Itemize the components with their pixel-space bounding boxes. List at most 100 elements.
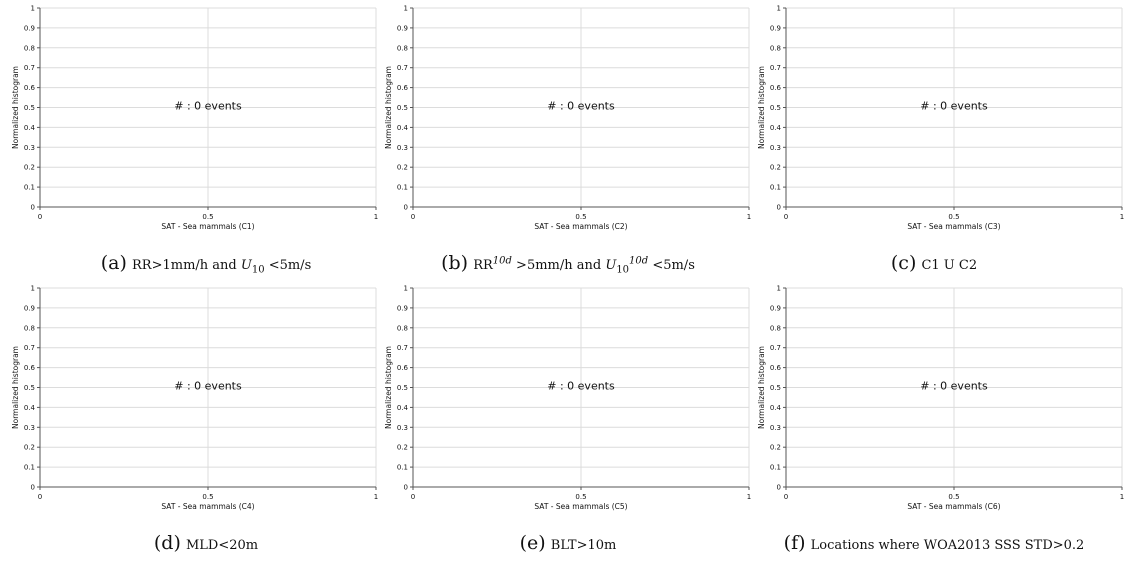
y-tick-label: 0.6 <box>770 364 782 372</box>
y-tick-label: 0.1 <box>397 184 408 192</box>
x-axis-label: SAT - Sea mammals (C3) <box>907 222 1000 231</box>
x-tick-label: 0.5 <box>948 213 959 221</box>
caption-letter: (b) <box>441 252 469 274</box>
y-tick-label: 0.8 <box>24 324 35 332</box>
y-tick-label: 0.1 <box>770 184 781 192</box>
y-tick-label: 0.8 <box>397 324 408 332</box>
caption-text: MLD<20m <box>185 538 259 553</box>
y-tick-label: 0.3 <box>24 424 35 432</box>
caption-f: (f) Locations where WOA2013 SSS STD>0.2 <box>748 532 1120 554</box>
caption-letter: (c) <box>890 252 917 274</box>
y-tick-label: 0.6 <box>24 84 36 92</box>
x-tick-label: 1 <box>747 213 751 221</box>
y-tick-label: 0.4 <box>770 124 782 132</box>
x-axis-label: SAT - Sea mammals (C1) <box>161 222 254 231</box>
x-axis-label: SAT - Sea mammals (C6) <box>907 502 1000 511</box>
x-tick-label: 0.5 <box>202 493 213 501</box>
caption-text: RR>1mm/h and U10 <5m/s <box>132 258 312 276</box>
y-tick-label: 0.1 <box>397 464 408 472</box>
histogram-panel-3: 0 0.1 0.2 0.3 0.4 0.5 0.6 0.7 0.8 0.9 1 0 0.5 1 SAT - … <box>757 5 1124 232</box>
y-tick-label: 1 <box>31 5 35 13</box>
y-tick-label: 0.2 <box>24 164 35 172</box>
y-tick-label: 0.9 <box>397 304 408 312</box>
histogram-panel-5: 0 0.1 0.2 0.3 0.4 0.5 0.6 0.7 0.8 0.9 1 0 0.5 1 SAT - … <box>384 285 751 512</box>
x-tick-label: 0 <box>411 213 415 221</box>
y-axis-label: Normalized histogram <box>757 66 766 149</box>
y-tick-label: 0.1 <box>24 464 35 472</box>
y-axis-label: Normalized histogram <box>384 66 393 149</box>
x-tick-label: 0 <box>38 213 42 221</box>
y-tick-label: 0.3 <box>770 144 781 152</box>
y-tick-label: 1 <box>777 285 781 293</box>
caption-letter: (f) <box>783 532 806 554</box>
y-tick-label: 0 <box>404 484 408 492</box>
y-tick-label: 0.9 <box>24 24 35 32</box>
event-count-annotation: # : 0 events <box>920 380 988 393</box>
y-tick-label: 0.3 <box>24 144 35 152</box>
caption-text: Locations where WOA2013 SSS STD>0.2 <box>810 538 1085 553</box>
y-tick-label: 1 <box>404 5 408 13</box>
caption-e: (e) BLT>10m <box>382 532 754 554</box>
x-tick-label: 0.5 <box>575 213 586 221</box>
y-tick-label: 0.7 <box>770 64 781 72</box>
y-tick-label: 0.5 <box>770 104 781 112</box>
y-tick-label: 0.2 <box>770 444 781 452</box>
y-tick-label: 0 <box>777 204 781 212</box>
y-tick-label: 0.2 <box>397 444 408 452</box>
y-tick-label: 0.7 <box>397 64 408 72</box>
y-tick-label: 0.7 <box>770 344 781 352</box>
y-tick-label: 0.2 <box>24 444 35 452</box>
y-tick-label: 0.8 <box>397 44 408 52</box>
y-tick-label: 0.6 <box>397 84 409 92</box>
y-tick-label: 0.3 <box>397 424 408 432</box>
event-count-annotation: # : 0 events <box>920 100 988 113</box>
y-tick-label: 0.4 <box>24 124 36 132</box>
y-tick-label: 0.6 <box>24 364 36 372</box>
y-tick-label: 0.9 <box>397 24 408 32</box>
y-tick-label: 0.8 <box>770 44 781 52</box>
y-tick-label: 0.4 <box>397 124 409 132</box>
y-axis-label: Normalized histogram <box>11 346 20 429</box>
y-tick-label: 0.5 <box>24 104 35 112</box>
caption-letter: (a) <box>100 252 127 274</box>
y-tick-label: 1 <box>31 285 35 293</box>
event-count-annotation: # : 0 events <box>547 100 615 113</box>
y-tick-label: 0 <box>31 204 35 212</box>
histogram-panel-4: 0 0.1 0.2 0.3 0.4 0.5 0.6 0.7 0.8 0.9 1 0 0.5 1 SAT - … <box>11 285 378 512</box>
y-tick-label: 0.2 <box>770 164 781 172</box>
caption-text: RR10d >5mm/h and U1010d <5m/s <box>473 255 695 276</box>
y-tick-label: 0.4 <box>770 404 782 412</box>
x-tick-label: 1 <box>374 213 378 221</box>
event-count-annotation: # : 0 events <box>174 380 242 393</box>
y-tick-label: 0.5 <box>397 384 408 392</box>
x-tick-label: 0.5 <box>575 493 586 501</box>
y-tick-label: 0.6 <box>770 84 782 92</box>
y-tick-label: 0.9 <box>24 304 35 312</box>
y-tick-label: 0.3 <box>770 424 781 432</box>
y-tick-label: 0.1 <box>770 464 781 472</box>
y-tick-label: 1 <box>777 5 781 13</box>
y-tick-label: 1 <box>404 285 408 293</box>
caption-text: C1 U C2 <box>921 258 978 273</box>
y-tick-label: 0.5 <box>770 384 781 392</box>
y-tick-label: 0.3 <box>397 144 408 152</box>
y-tick-label: 0.8 <box>24 44 35 52</box>
caption-a: (a) RR>1mm/h and U10 <5m/s <box>20 252 392 276</box>
x-axis-label: SAT - Sea mammals (C4) <box>161 502 254 511</box>
y-tick-label: 0.6 <box>397 364 409 372</box>
x-tick-label: 0.5 <box>202 213 213 221</box>
y-tick-label: 0.7 <box>24 64 35 72</box>
caption-c: (c) C1 U C2 <box>748 252 1120 274</box>
y-tick-label: 0.4 <box>24 404 36 412</box>
x-tick-label: 0 <box>784 493 788 501</box>
x-tick-label: 0 <box>38 493 42 501</box>
caption-letter: (d) <box>153 532 181 554</box>
y-tick-label: 0.5 <box>24 384 35 392</box>
y-tick-label: 0.4 <box>397 404 409 412</box>
y-tick-label: 0.7 <box>397 344 408 352</box>
x-tick-label: 1 <box>747 493 751 501</box>
histogram-panel-6: 0 0.1 0.2 0.3 0.4 0.5 0.6 0.7 0.8 0.9 1 0 0.5 1 SAT - … <box>757 285 1124 512</box>
x-axis-label: SAT - Sea mammals (C2) <box>534 222 627 231</box>
